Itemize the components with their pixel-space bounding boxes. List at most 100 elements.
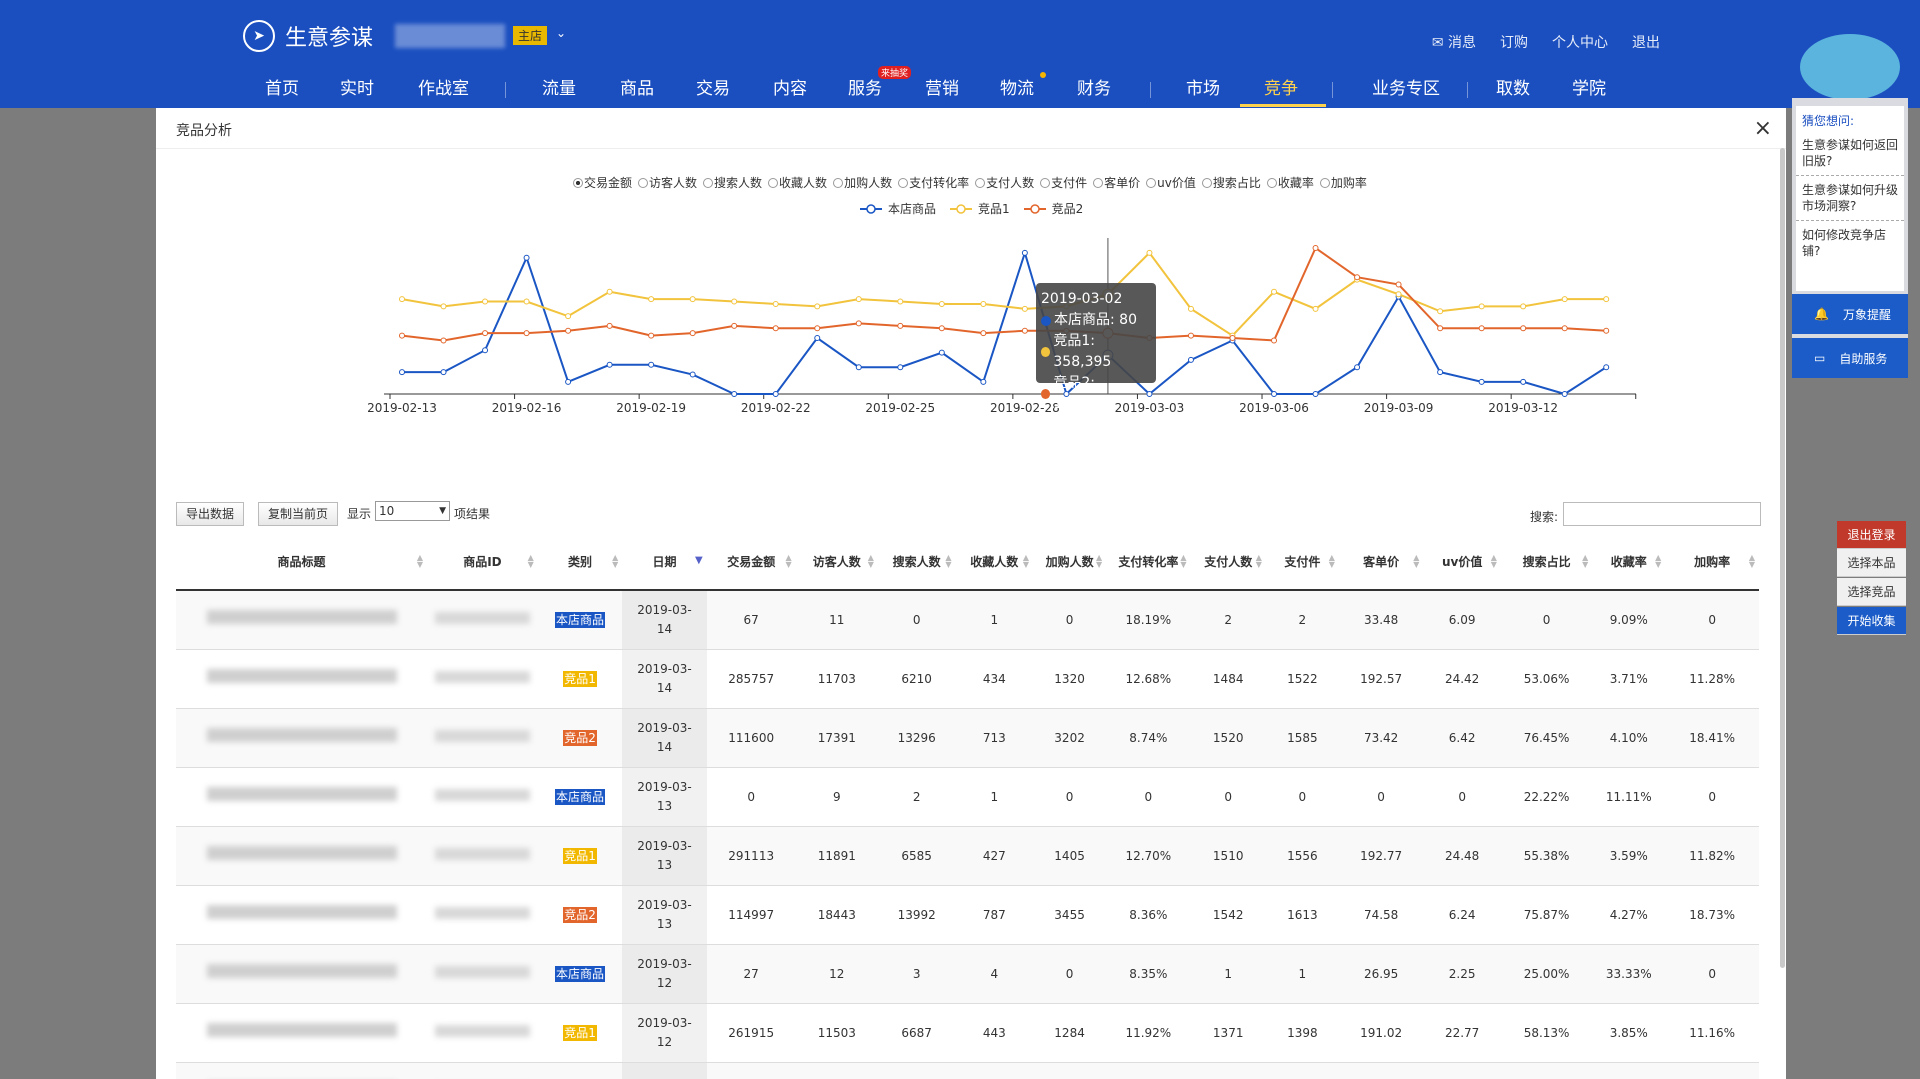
data-point[interactable] [1187, 356, 1194, 363]
metric-radio[interactable]: 客单价 [1093, 174, 1140, 191]
data-point[interactable] [399, 332, 405, 339]
start-collect-button[interactable]: 开始收集 [1837, 607, 1906, 635]
shop-name-blurred[interactable] [395, 24, 505, 48]
product-title-blurred[interactable] [206, 905, 397, 919]
metric-radio[interactable]: 收藏率 [1266, 174, 1314, 191]
metric-radio[interactable]: 收藏人数 [768, 174, 827, 191]
data-point[interactable] [689, 371, 696, 378]
mascot-image[interactable] [1800, 34, 1900, 100]
column-header[interactable]: 搜索人数 ▲ ▼ [877, 535, 956, 591]
data-point[interactable] [648, 332, 655, 339]
copy-page-button[interactable]: 复制当前页 [258, 502, 339, 526]
data-point[interactable] [1271, 391, 1278, 397]
nav-item[interactable]: 流量 [542, 79, 576, 99]
column-header[interactable]: 支付件 ▲ ▼ [1265, 535, 1339, 591]
column-header[interactable]: 支付转化率 ▲ ▼ [1106, 535, 1191, 591]
data-point[interactable] [855, 320, 862, 327]
data-point[interactable] [1146, 249, 1153, 256]
data-point[interactable] [440, 369, 447, 376]
data-point[interactable] [855, 296, 862, 303]
data-point[interactable] [523, 298, 530, 305]
nav-item[interactable]: 财务 [1077, 79, 1111, 99]
column-header[interactable]: 日期 ▼ [622, 535, 707, 591]
metric-radio[interactable]: 搜索占比 [1201, 174, 1261, 191]
data-point[interactable] [1187, 332, 1194, 339]
data-point[interactable] [897, 298, 904, 305]
close-icon[interactable]: × [1753, 116, 1772, 141]
data-point[interactable] [565, 313, 572, 320]
data-point[interactable] [606, 361, 613, 368]
data-point[interactable] [440, 337, 447, 344]
data-point[interactable] [1063, 391, 1070, 397]
metric-radio[interactable]: 搜索人数 [703, 174, 762, 191]
data-point[interactable] [399, 296, 405, 303]
data-point[interactable] [606, 322, 613, 329]
search-input[interactable] [1563, 502, 1761, 526]
data-point[interactable] [731, 322, 738, 329]
nav-item[interactable]: 市场 [1186, 79, 1220, 99]
faq-question[interactable]: 生意参谋如何返回旧版? [1796, 131, 1904, 176]
data-point[interactable] [772, 325, 779, 332]
data-point[interactable] [855, 364, 862, 371]
nav-item[interactable]: 业务专区 [1372, 79, 1440, 99]
nav-item[interactable]: 商品 [620, 79, 654, 99]
data-point[interactable] [648, 296, 655, 303]
data-point[interactable] [1354, 364, 1361, 371]
data-point[interactable] [565, 327, 572, 334]
data-point[interactable] [814, 335, 821, 342]
column-header[interactable]: 收藏人数 ▲ ▼ [955, 535, 1034, 591]
data-point[interactable] [1395, 281, 1402, 288]
data-point[interactable] [814, 303, 821, 310]
nav-item[interactable]: 学院 [1572, 79, 1606, 99]
nav-item[interactable]: 竞争 [1264, 79, 1298, 99]
data-point[interactable] [1271, 288, 1278, 295]
data-point[interactable] [689, 330, 696, 337]
column-header[interactable]: 商品ID ▲ ▼ [427, 535, 538, 591]
page-size-select[interactable]: 10 ▼ [375, 501, 450, 521]
data-point[interactable] [980, 300, 987, 307]
nav-item[interactable]: 首页 [265, 79, 299, 99]
faq-question[interactable]: 如何修改竞争店铺? [1802, 228, 1887, 258]
metric-radio[interactable]: 支付件 [1040, 174, 1087, 191]
data-point[interactable] [1561, 325, 1568, 332]
data-point[interactable] [1478, 378, 1485, 385]
chevron-down-icon[interactable]: ⌄ [556, 26, 567, 40]
data-point[interactable] [1271, 337, 1278, 344]
nav-item[interactable]: 内容 [773, 79, 807, 99]
data-point[interactable] [1520, 325, 1527, 332]
data-point[interactable] [1520, 378, 1527, 385]
data-point[interactable] [938, 325, 945, 332]
data-point[interactable] [1437, 308, 1444, 315]
product-title-blurred[interactable] [206, 610, 397, 624]
column-header[interactable]: 支付人数 ▲ ▼ [1190, 535, 1266, 591]
data-point[interactable] [938, 300, 945, 307]
data-point[interactable] [1437, 325, 1444, 332]
data-point[interactable] [1603, 327, 1610, 334]
column-header[interactable]: 收藏率 ▲ ▼ [1592, 535, 1666, 591]
nav-item[interactable]: 交易 [696, 79, 730, 99]
product-title-blurred[interactable] [206, 846, 397, 860]
data-point[interactable] [565, 378, 572, 385]
logout-link[interactable]: 退出 [1632, 35, 1660, 51]
nav-item[interactable]: 营销 [925, 79, 959, 99]
metric-radio[interactable]: 交易金额 [573, 174, 632, 191]
data-point[interactable] [1478, 303, 1485, 310]
data-point[interactable] [648, 361, 655, 368]
self-service-button[interactable]: ▭ 自助服务 [1792, 338, 1908, 378]
data-point[interactable] [1354, 274, 1361, 281]
data-point[interactable] [1603, 296, 1610, 303]
reminder-button[interactable]: 🔔 万象提醒 [1792, 294, 1908, 334]
data-point[interactable] [731, 391, 738, 397]
column-header[interactable]: 加购人数 ▲ ▼ [1033, 535, 1107, 591]
product-title-blurred[interactable] [206, 964, 397, 978]
data-point[interactable] [1229, 335, 1236, 342]
nav-item[interactable]: 物流 [1000, 79, 1034, 99]
product-title-blurred[interactable] [206, 669, 397, 683]
data-point[interactable] [606, 288, 613, 295]
metric-radio[interactable]: 加购率 [1319, 174, 1367, 191]
scrollbar[interactable] [1780, 148, 1785, 968]
nav-item[interactable]: 取数 [1496, 79, 1530, 99]
data-point[interactable] [1437, 369, 1444, 376]
product-title-blurred[interactable] [206, 728, 397, 742]
data-point[interactable] [440, 303, 447, 310]
